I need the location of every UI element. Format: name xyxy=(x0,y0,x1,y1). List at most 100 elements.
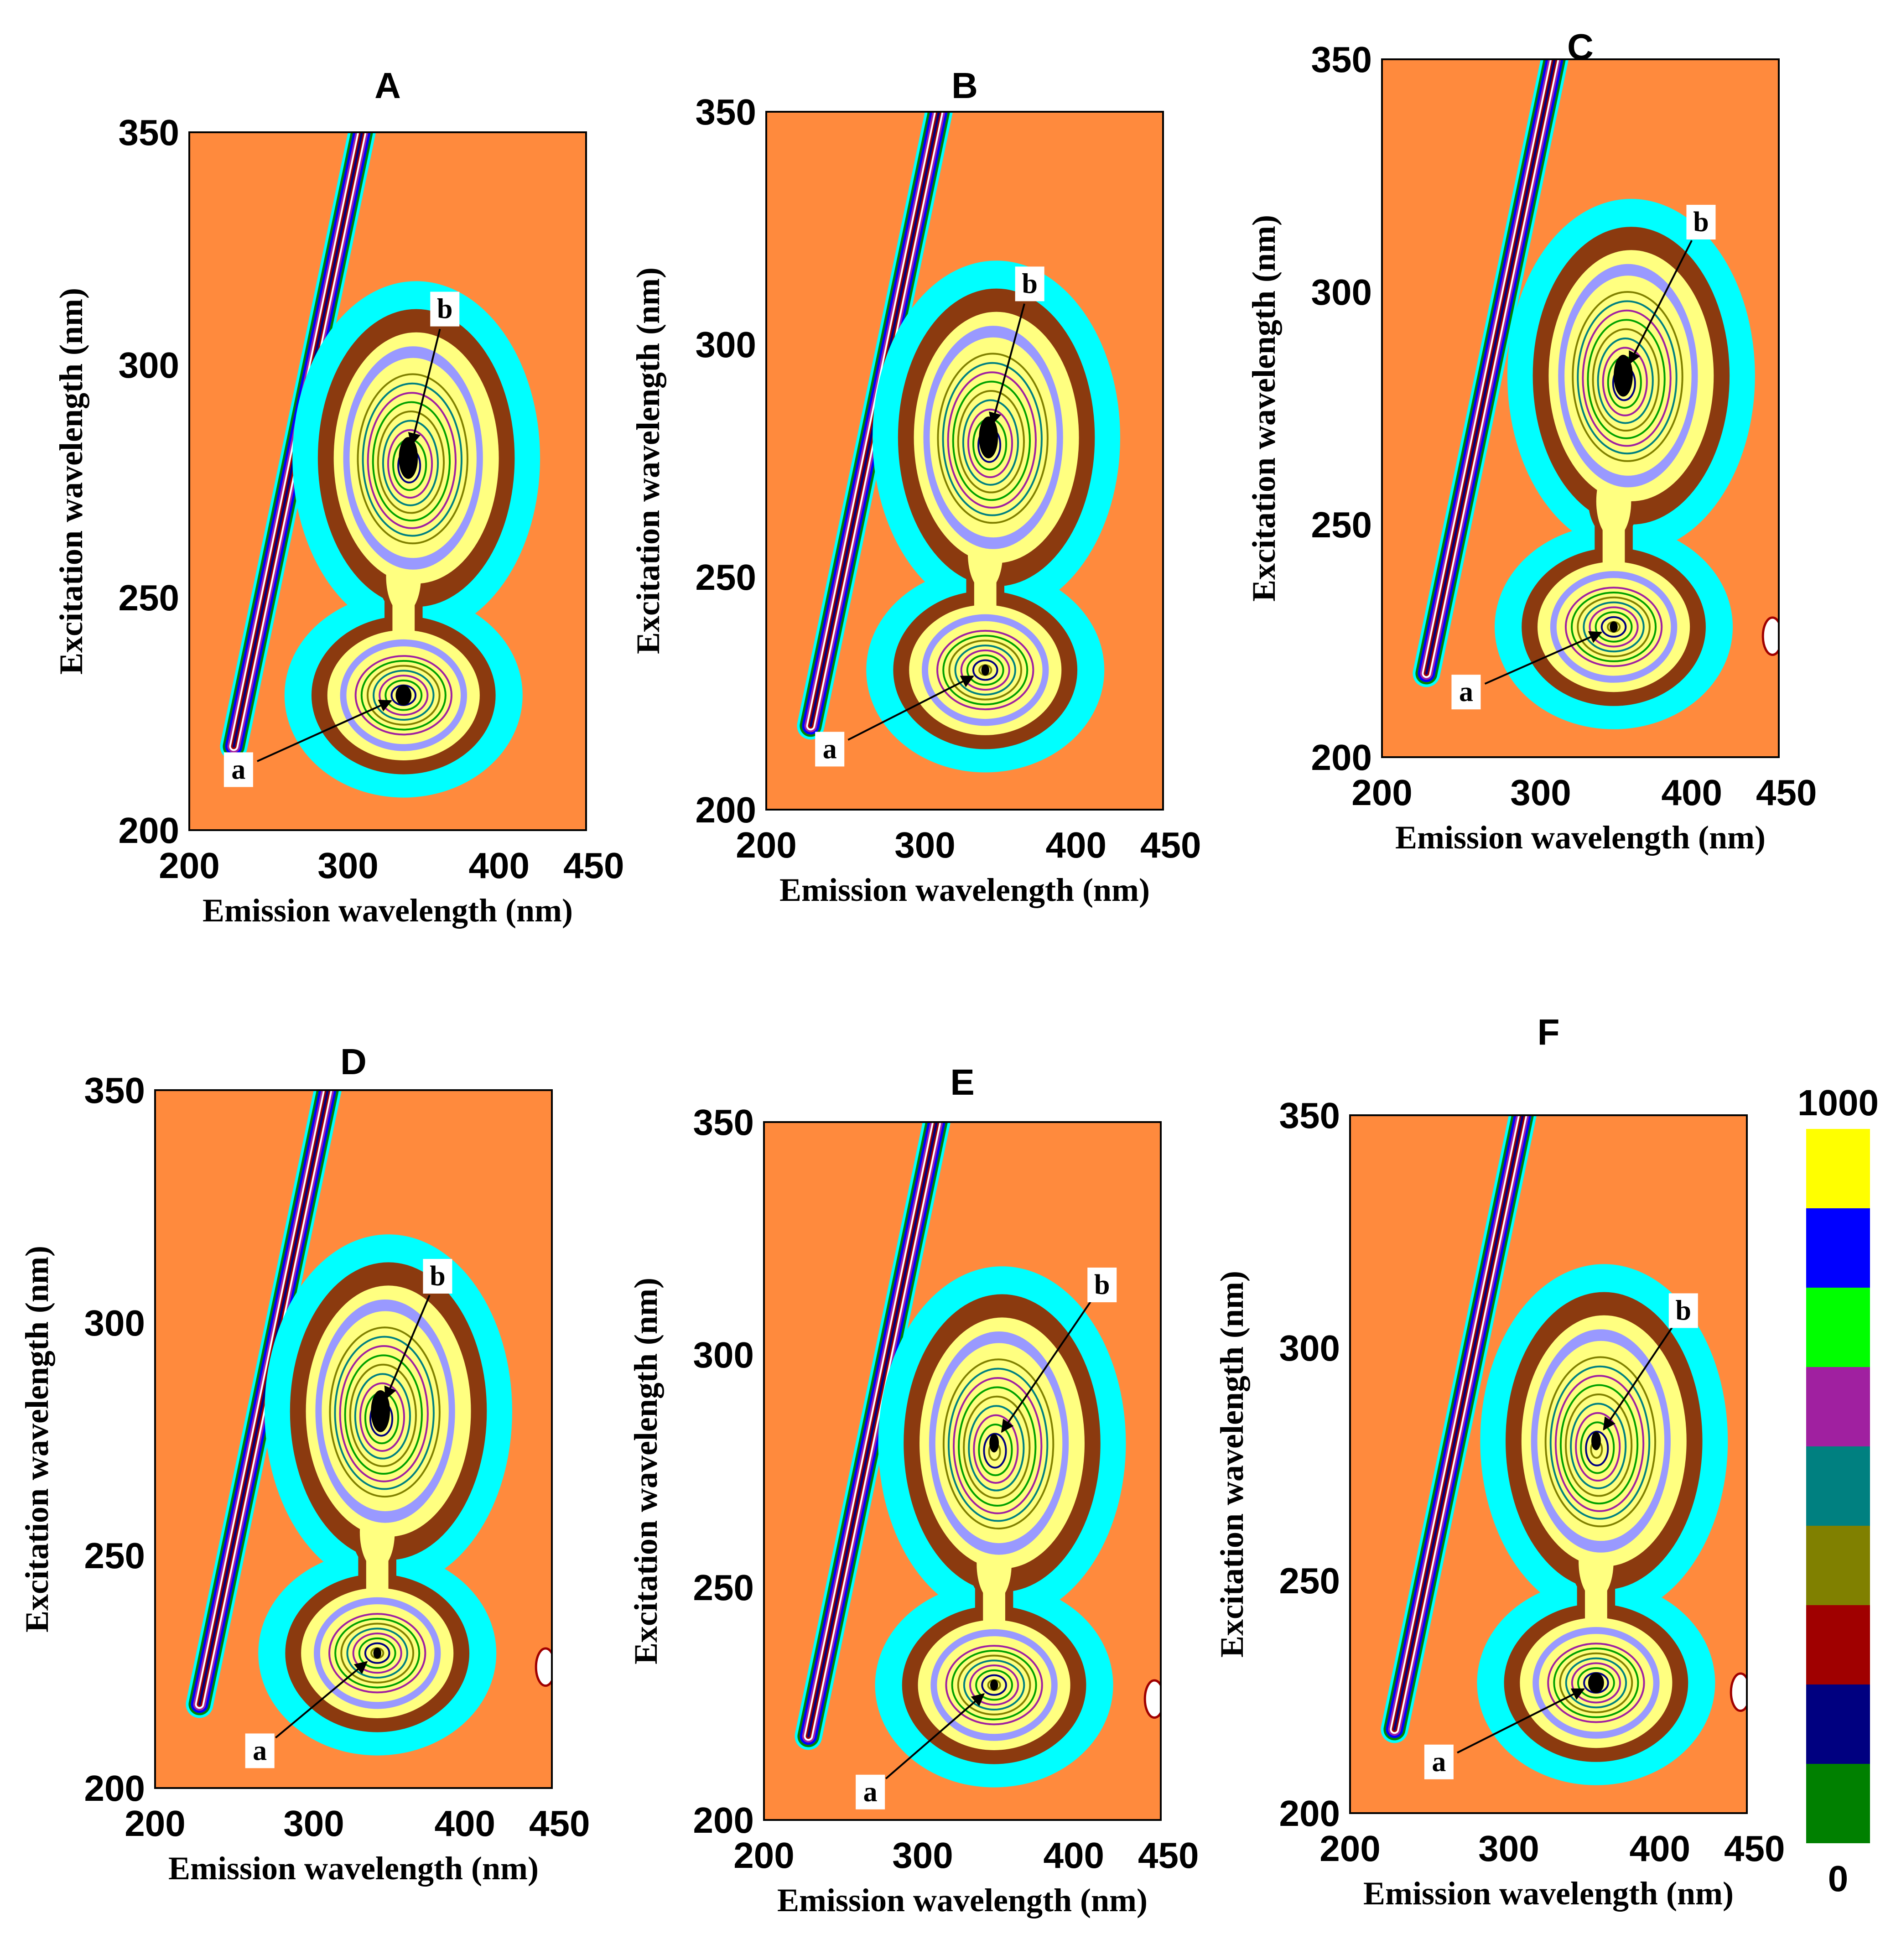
contour-ring xyxy=(942,362,1043,516)
peak-label-b: b xyxy=(430,1261,445,1292)
y-tick-label: 300 xyxy=(1311,272,1372,312)
scatter-artefact xyxy=(1761,616,1779,656)
plot-frame xyxy=(1381,58,1780,758)
contour-ring xyxy=(352,1632,402,1674)
contour-ring xyxy=(362,382,462,537)
contour-ring xyxy=(358,1637,396,1669)
panel-E: E 200 300 400 450 200 250 300 350 Emission wavele… xyxy=(628,1062,1199,1918)
y-axis-label: Excitation wavelength (nm) xyxy=(1246,215,1282,602)
contour-ring xyxy=(960,649,1010,691)
contour-ring xyxy=(1600,616,1627,638)
contour-ring xyxy=(936,629,1034,711)
contour-ring xyxy=(1587,319,1666,439)
peak-label-a: a xyxy=(253,1735,267,1766)
contour-ring xyxy=(1577,1667,1615,1699)
annotation-arrow xyxy=(257,700,393,762)
contour-ring xyxy=(968,1405,1025,1492)
peak-label-a: a xyxy=(863,1777,878,1808)
contour-ring xyxy=(942,634,1029,706)
annotation-arrow xyxy=(384,1295,431,1400)
contour-ring xyxy=(366,665,441,726)
y-tick-label: 200 xyxy=(119,810,179,851)
contour-ring xyxy=(1580,1421,1615,1474)
contour-ring xyxy=(947,371,1037,509)
contour-ring xyxy=(954,645,1016,696)
y-tick-label: 200 xyxy=(1279,1793,1340,1834)
x-tick-label: 450 xyxy=(1724,1828,1785,1869)
colorbar-segment xyxy=(1806,1605,1870,1684)
contour-ring xyxy=(334,1336,435,1490)
contour-ring xyxy=(340,1622,415,1684)
contour-ring xyxy=(1564,1393,1633,1497)
x-tick-label: 300 xyxy=(283,1803,344,1844)
contour-ring xyxy=(367,392,457,529)
peak-a-core xyxy=(1588,1672,1604,1693)
annotation-box xyxy=(1686,205,1716,239)
scatter-band-line xyxy=(807,1122,938,1737)
x-tick-label: 450 xyxy=(563,845,624,886)
contour-ring xyxy=(384,679,423,711)
x-axis-label: Emission wavelength (nm) xyxy=(1395,819,1766,856)
y-tick-label: 300 xyxy=(1279,1328,1340,1368)
x-tick-label: 300 xyxy=(894,825,955,865)
annotation-box xyxy=(1451,675,1481,710)
y-tick-label: 250 xyxy=(693,1567,754,1608)
peak-a-core xyxy=(981,664,989,676)
contour-ring xyxy=(354,655,452,736)
y-axis-label: Excitation wavelength (nm) xyxy=(628,1278,664,1664)
y-tick-label: 350 xyxy=(119,112,179,153)
contour-ring xyxy=(942,1358,1054,1530)
peak-b-core xyxy=(979,416,998,458)
panel-D: D 200 300 400 450 200 250 300 350 Emission wavele… xyxy=(19,1041,590,1887)
contour-ring xyxy=(360,660,447,731)
x-tick-label: 400 xyxy=(1662,772,1722,813)
contour-ring xyxy=(377,411,445,514)
annotation-arrow xyxy=(408,328,441,446)
peak-label-b: b xyxy=(1676,1295,1691,1326)
y-tick-label: 250 xyxy=(696,557,756,598)
colorbar-segment xyxy=(1806,1446,1870,1526)
contour-ring xyxy=(972,659,998,681)
annotation-box xyxy=(223,752,253,787)
annotation-arrow xyxy=(847,675,974,741)
contour-ring xyxy=(372,401,451,522)
panel-title: C xyxy=(1567,26,1594,67)
y-tick-label: 300 xyxy=(696,324,756,365)
colorbar-segment xyxy=(1806,1367,1870,1446)
contour-ring xyxy=(978,1424,1013,1476)
contour-ring xyxy=(359,1382,405,1452)
peak-b-core xyxy=(1614,354,1633,397)
contour-ring xyxy=(1597,338,1654,424)
contour-ring xyxy=(948,639,1023,701)
y-tick-label: 300 xyxy=(119,345,179,385)
y-tick-label: 350 xyxy=(1311,39,1372,80)
contour-ring xyxy=(1602,347,1648,416)
contour-ring xyxy=(379,675,429,716)
contour-ring xyxy=(958,1386,1037,1507)
contour-ring xyxy=(1553,1648,1639,1718)
y-tick-label: 350 xyxy=(84,1070,145,1111)
y-axis-label: Excitation wavelength (nm) xyxy=(19,1246,55,1632)
contour-layer xyxy=(795,1122,1161,1788)
x-tick-label: 450 xyxy=(1756,772,1817,813)
panel-title: A xyxy=(374,65,401,106)
contour-ring xyxy=(1585,1430,1609,1466)
x-axis-label: Emission wavelength (nm) xyxy=(777,1882,1148,1918)
panel-A: A 200 300 400 450 200 250 300 350 Emission wavele… xyxy=(53,65,624,929)
contour-layer xyxy=(186,1090,552,1756)
contour-ring xyxy=(983,1433,1007,1469)
contour-ring xyxy=(973,1414,1019,1484)
contour-ring xyxy=(334,1617,421,1689)
annotation-arrow xyxy=(1603,1327,1673,1431)
contour-ring xyxy=(346,1627,408,1679)
y-tick-label: 350 xyxy=(693,1102,754,1143)
x-tick-label: 450 xyxy=(1140,825,1201,865)
y-tick-label: 250 xyxy=(119,577,179,618)
peak-label-b: b xyxy=(1094,1269,1110,1300)
x-tick-label: 400 xyxy=(1630,1828,1690,1869)
scatter-band-line xyxy=(198,1090,329,1705)
x-tick-label: 200 xyxy=(733,1835,794,1876)
contour-ring xyxy=(354,1373,411,1460)
y-tick-label: 300 xyxy=(693,1335,754,1375)
annotation-box xyxy=(245,1733,275,1768)
